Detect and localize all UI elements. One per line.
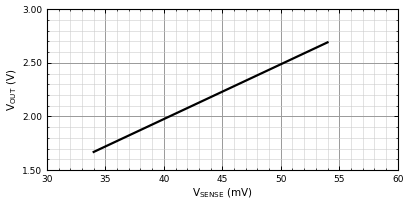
X-axis label: $\mathregular{V_{SENSE}}$ (mV): $\mathregular{V_{SENSE}}$ (mV)	[192, 187, 253, 200]
Y-axis label: $\mathregular{V_{OUT}}$ (V): $\mathregular{V_{OUT}}$ (V)	[6, 68, 19, 111]
